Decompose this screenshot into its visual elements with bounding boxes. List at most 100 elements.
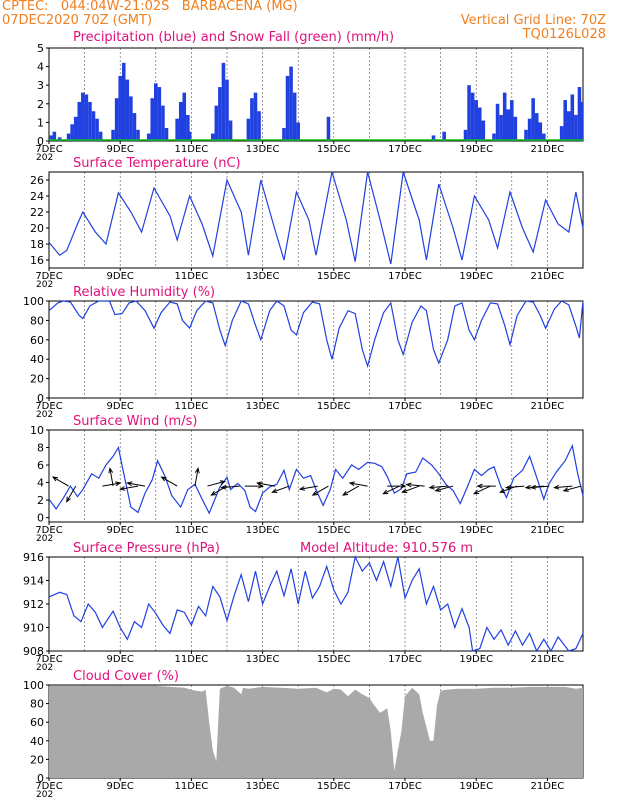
run-date: 07DEC2020 70Z (GMT) (2, 13, 153, 28)
wind-arrow-head (562, 487, 569, 492)
year-stub: 202 (36, 790, 53, 800)
x-tick-label: 21DEC (531, 781, 565, 792)
precip-bar (132, 113, 137, 141)
year-stub: 202 (36, 153, 53, 163)
precip-bar (118, 75, 122, 141)
wind-arrow-head (472, 489, 480, 495)
precip-bar (477, 107, 482, 141)
x-tick-label: 13DEC (246, 654, 280, 665)
wind-arrow (102, 482, 121, 487)
precip-bar (88, 101, 92, 141)
precip-bar (178, 101, 183, 141)
y-tick-label: 20 (30, 753, 44, 766)
wind-arrow (406, 484, 425, 487)
panel-3: 0 20 40 60 80 100 7DEC 9DEC 11DEC 13DEC 15DEC 17DEC… (23, 285, 584, 420)
year-stub: 202 (36, 663, 53, 673)
precip-bar (66, 133, 71, 141)
x-tick-label: 19DEC (459, 654, 493, 665)
y-tick-label: 0 (37, 512, 44, 525)
plot-frame (48, 556, 584, 652)
y-tick-label: 10 (30, 424, 44, 437)
wind-arrow (435, 485, 454, 492)
precip-bar (566, 111, 571, 141)
year-stub: 202 (36, 410, 53, 420)
wind-arrow-head (256, 481, 263, 487)
precip-bar (285, 75, 290, 141)
wind-arrow-head (382, 489, 389, 495)
precip-bar (157, 87, 162, 141)
y-tick-label: 0 (37, 135, 44, 148)
header: CPTEC: 044:04W-21:02S BARBACENA (MG) 07D… (0, 0, 618, 48)
y-tick-label: 40 (30, 353, 44, 366)
y-tick-label: 80 (30, 698, 44, 711)
precip-bar (289, 66, 293, 141)
x-tick-label: 11DEC (175, 525, 209, 536)
precip-bar (164, 127, 169, 141)
run-code: TQ0126L028 (522, 27, 606, 42)
x-tick-label: 7DEC (35, 781, 62, 792)
panel-2: 16 18 20 22 24 26 7DEC 9DEC 11DEC 13DEC 15DEC 17DEC… (30, 156, 584, 290)
precip-bar (253, 92, 258, 141)
panel-title: Surface Pressure (hPa) (73, 541, 220, 556)
x-tick-label: 21DEC (531, 271, 565, 282)
x-tick-label: 13DEC (246, 401, 280, 412)
precip-bar (570, 94, 575, 141)
wind-arrow-head (271, 488, 278, 493)
wind-arrow (52, 476, 69, 487)
x-tick-label: 7DEC (35, 271, 62, 282)
precip-bar (57, 137, 62, 141)
wind-arrow-head (220, 484, 227, 490)
y-tick-label: 916 (23, 551, 44, 564)
y-tick-label: 5 (37, 42, 44, 55)
wind-arrow-head (311, 490, 318, 496)
x-tick-label: 19DEC (459, 401, 493, 412)
precip-bar (534, 113, 539, 141)
y-tick-label: 20 (30, 222, 44, 235)
y-tick-label: 60 (30, 334, 44, 347)
x-tick-label: 7DEC (35, 144, 62, 155)
wind-arrow-head (219, 480, 227, 485)
precip-bar (111, 129, 115, 141)
plot-frame (48, 300, 584, 399)
wind-arrow-head (505, 484, 512, 490)
wind-arrow (221, 485, 240, 489)
wind-arrow (66, 485, 77, 502)
series-line (48, 171, 584, 265)
x-tick-label: 7DEC (35, 654, 62, 665)
x-tick-label: 21DEC (531, 525, 565, 536)
precip-bar (513, 116, 518, 141)
series-line (48, 300, 584, 369)
precip-bar (187, 131, 192, 141)
wind-arrow-head (499, 488, 506, 493)
panel-6: 0 20 40 60 80 100 7DEC 9DEC 11DEC 13DEC 15DEC 17DEC… (23, 669, 584, 800)
x-tick-label: 9DEC (107, 144, 134, 155)
wind-arrow-head (51, 476, 59, 482)
precip-bar (210, 133, 215, 141)
x-tick-label: 15DEC (317, 525, 351, 536)
x-tick-label: 13DEC (246, 271, 280, 282)
y-tick-label: 100 (23, 295, 44, 308)
wind-arrow (402, 485, 420, 493)
precip-bar (175, 118, 179, 141)
x-tick-label: 13DEC (246, 525, 280, 536)
wind-arrow (127, 482, 146, 487)
x-tick-label: 9DEC (107, 781, 134, 792)
station-line: CPTEC: 044:04W-21:02S BARBACENA (MG) (2, 0, 298, 14)
y-tick-label: 2 (37, 494, 44, 507)
wind-arrow-head (210, 490, 217, 496)
wind-arrow-head (529, 484, 537, 490)
precip-bar (214, 105, 219, 141)
precip-bar (70, 124, 74, 141)
wind-arrow (194, 468, 199, 487)
y-tick-label: 0 (37, 772, 44, 785)
precip-bar (542, 133, 546, 141)
series-line (48, 443, 584, 515)
wind-arrow (383, 485, 400, 495)
series-line (48, 555, 584, 653)
precip-bar (292, 92, 297, 141)
y-tick-label: 912 (23, 598, 44, 611)
cloud-area (49, 685, 583, 778)
x-tick-label: 11DEC (175, 654, 209, 665)
wind-arrow-head (400, 483, 407, 489)
